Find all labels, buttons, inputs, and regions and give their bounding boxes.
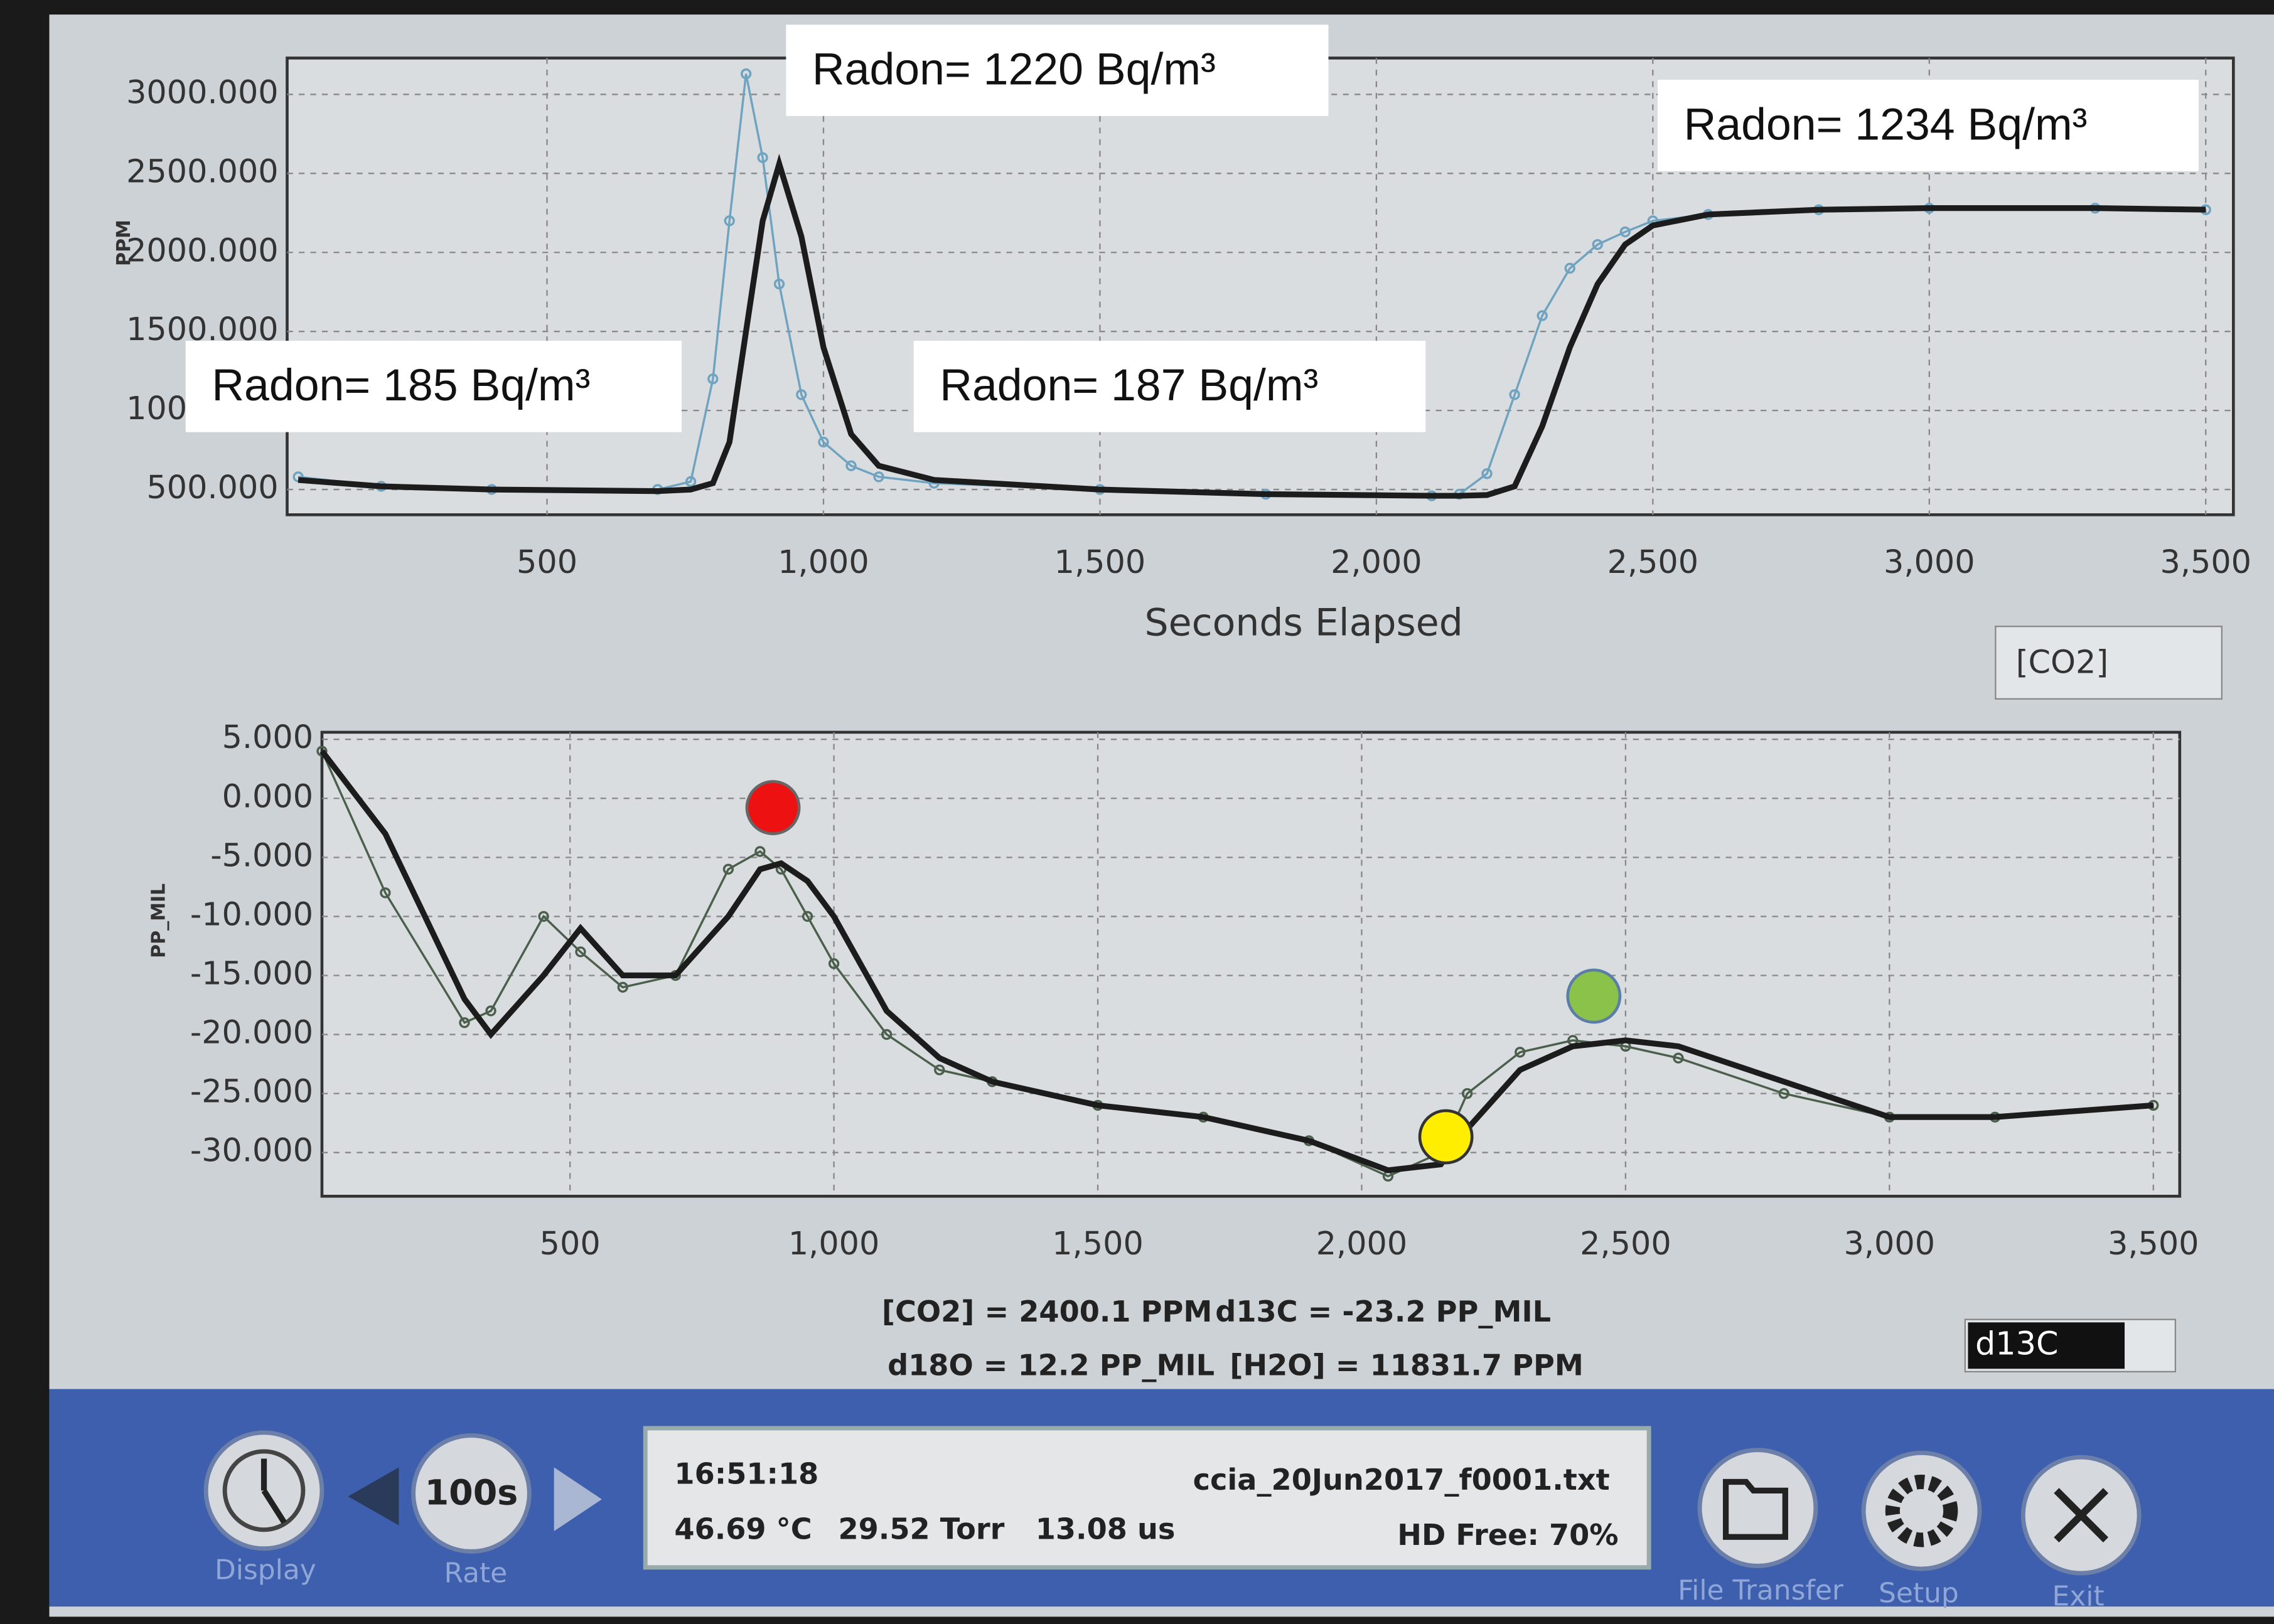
readout: [H2O] = 11831.7 PPM [1230, 1348, 1583, 1382]
green-dot [1568, 970, 1620, 1022]
status-temperature: 46.69 °C [674, 1512, 812, 1546]
annotation: Radon= 1220 Bq/m³ [812, 45, 1216, 95]
file-transfer-button[interactable] [1700, 1450, 1816, 1566]
x-tick-label: 3,500 [2108, 1225, 2199, 1262]
x-tick-label: 2,000 [1331, 543, 1422, 580]
x-tick-label: 1,000 [778, 543, 869, 580]
status-disk: HD Free: 70% [1397, 1518, 1618, 1552]
annotation: Radon= 187 Bq/m³ [940, 360, 1318, 410]
y-tick-label: 2000.000 [126, 232, 279, 269]
y-tick-label: -25.000 [190, 1073, 313, 1110]
x-tick-label: 1,500 [1052, 1225, 1144, 1262]
x-tick-label: 3,500 [2160, 543, 2252, 580]
y-tick-label: 500.000 [146, 469, 278, 506]
chart: 5.000 0.000 -5.000 -10.000 -15.000 -20.000 -25… [148, 719, 2199, 1262]
button-label[interactable]: File Transfer [1678, 1574, 1844, 1606]
status-file: ccia_20Jun2017_f0001.txt [1193, 1463, 1610, 1497]
y-axis-label: PP_MIL [148, 884, 170, 958]
y-tick-label: -5.000 [210, 836, 313, 873]
selector[interactable]: d13C [1975, 1325, 2058, 1362]
annotation: Radon= 185 Bq/m³ [212, 360, 590, 410]
readout: d18O = 12.2 PP_MIL [888, 1348, 1215, 1382]
x-tick-label: 2,500 [1580, 1225, 1671, 1262]
x-tick-label: 1,000 [788, 1225, 880, 1262]
x-tick-label: 1,500 [1054, 543, 1146, 580]
status-duration: 13.08 us [1036, 1512, 1176, 1546]
annotation: Radon= 1234 Bq/m³ [1684, 99, 2088, 149]
selector[interactable]: [CO2] [2016, 643, 2108, 680]
y-axis-label: PPM [113, 220, 135, 266]
rate-value[interactable]: 100s [425, 1473, 518, 1513]
red-dot [747, 781, 799, 833]
y-tick-label: -30.000 [190, 1132, 313, 1169]
button-label[interactable]: Display [215, 1554, 316, 1586]
yellow-dot [1420, 1111, 1472, 1163]
x-tick-label: 2,000 [1316, 1225, 1408, 1262]
readout: d13C = -23.2 PP_MIL [1215, 1295, 1551, 1328]
button-label[interactable]: Rate [444, 1557, 508, 1589]
x-tick-label: 3,000 [1884, 543, 1975, 580]
setup-button[interactable] [1864, 1453, 1980, 1569]
y-tick-label: -15.000 [190, 954, 313, 991]
y-tick-label: 3000.000 [126, 73, 279, 110]
readout: [CO2] = 2400.1 PPM [882, 1295, 1213, 1328]
x-tick-label: 500 [517, 543, 577, 580]
x-axis-label: Seconds Elapsed [1145, 601, 1463, 645]
status-pressure: 29.52 Torr [839, 1512, 1005, 1546]
y-tick-label: 5.000 [222, 719, 314, 756]
button-label[interactable]: Exit [2052, 1580, 2105, 1612]
y-tick-label: -10.000 [190, 895, 313, 932]
x-tick-label: 2,500 [1607, 543, 1699, 580]
y-tick-label: 0.000 [222, 777, 314, 815]
status-time: 16:51:18 [674, 1457, 818, 1491]
y-tick-label: 2500.000 [126, 152, 279, 190]
screen: 500.0001000.0001500.0002000.0002500.0003… [0, 0, 2274, 1624]
x-tick-label: 3,000 [1844, 1225, 1936, 1262]
button-label[interactable]: Setup [1879, 1578, 1959, 1610]
y-tick-label: -20.000 [190, 1014, 313, 1051]
x-tick-label: 500 [540, 1225, 601, 1262]
